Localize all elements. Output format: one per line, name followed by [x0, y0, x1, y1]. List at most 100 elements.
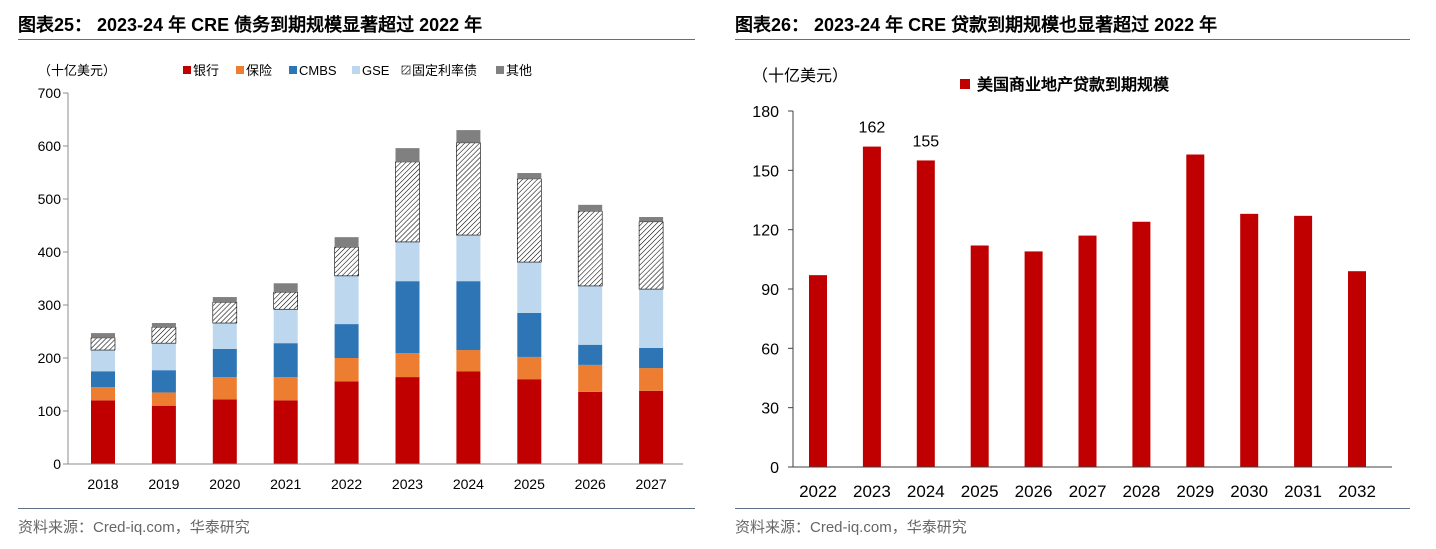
- bar-2020-series-4: [212, 302, 238, 324]
- bar-2030-series-0: [1240, 213, 1259, 467]
- bar-2023-series-5: [395, 148, 420, 162]
- y-tick-label-100: 100: [38, 403, 62, 419]
- x-tick-label-2022: 2022: [799, 482, 837, 501]
- bar-2024-series-5: [456, 130, 481, 143]
- legend-label-5: 其他: [506, 63, 532, 78]
- bar-2019-series-0: [151, 405, 176, 464]
- x-tick-label-2023: 2023: [392, 476, 423, 492]
- bar-2029-series-0: [1186, 154, 1205, 467]
- bar-2028-series-0: [1132, 221, 1151, 467]
- footer-rule: [18, 508, 695, 509]
- bar-2025-series-2: [517, 312, 542, 357]
- legend-label-3: GSE: [362, 63, 390, 78]
- data-label-2023: 162: [859, 120, 886, 137]
- bar-2027-series-1: [639, 368, 664, 391]
- cre-debt-maturity-stacked-bar-chart: （十亿美元） 2018 2019 2020 2021 2022 2023 2024 2025 2…: [38, 63, 683, 492]
- y-tick-label-0: 0: [53, 456, 61, 472]
- x-tick-label-2030: 2030: [1230, 482, 1268, 501]
- bar-2026-series-5: [578, 204, 603, 212]
- bar-2021-series-3: [273, 309, 298, 344]
- legend-label-4: 固定利率债: [412, 63, 477, 78]
- y-tick-label-180: 180: [752, 104, 779, 121]
- bar-2022-series-4: [334, 246, 359, 277]
- bar-2026-series-2: [578, 344, 603, 365]
- title-rule: [735, 39, 1410, 40]
- footer-rule: [735, 508, 1410, 509]
- legend-label-1: 保险: [246, 63, 272, 78]
- bar-2022-series-0: [334, 381, 359, 464]
- bar-2024-series-2: [456, 281, 481, 351]
- bar-2020-series-5: [212, 297, 237, 303]
- y-tick-label-30: 30: [761, 401, 779, 418]
- x-tick-label-2025: 2025: [514, 476, 545, 492]
- figure-26-panel: 图表26： 2023-24 年 CRE 贷款到期规模也显著超过 2022 年 （…: [735, 0, 1410, 549]
- x-tick-label-2027: 2027: [636, 476, 667, 492]
- bar-2027-series-2: [639, 347, 664, 369]
- bar-2022-series-2: [334, 324, 359, 358]
- x-tick-label-2019: 2019: [148, 476, 179, 492]
- bar-2024-series-0: [456, 371, 481, 464]
- figure-title: 图表25： 2023-24 年 CRE 债务到期规模显著超过 2022 年: [18, 15, 483, 35]
- y-tick-label-0: 0: [770, 460, 779, 477]
- bar-2032-series-0: [1348, 271, 1366, 467]
- unit-label: （十亿美元）: [38, 63, 116, 78]
- x-tick-label-2018: 2018: [87, 476, 118, 492]
- unit-label: （十亿美元）: [752, 67, 848, 85]
- bar-2026-series-4: [577, 210, 603, 287]
- bar-2024-series-0: [916, 160, 935, 467]
- bar-2023-series-0: [395, 377, 420, 464]
- x-tick-label-2024: 2024: [453, 476, 484, 492]
- x-tick-label-2026: 2026: [575, 476, 606, 492]
- bar-2018-series-1: [91, 387, 115, 401]
- bar-2018-series-4: [90, 337, 116, 351]
- bar-2021-series-5: [273, 283, 298, 293]
- legend-label-0: 银行: [193, 63, 219, 78]
- bar-2026-series-1: [578, 364, 603, 392]
- y-tick-label-600: 600: [38, 138, 62, 154]
- x-tick-label-2022: 2022: [331, 476, 362, 492]
- figure-title: 图表26： 2023-24 年 CRE 贷款到期规模也显著超过 2022 年: [735, 15, 1218, 35]
- bar-2023-series-2: [395, 281, 420, 354]
- y-tick-label-90: 90: [761, 282, 779, 299]
- x-tick-label-2025: 2025: [961, 482, 999, 501]
- bar-2027-series-0: [1078, 235, 1097, 467]
- x-tick-label-2031: 2031: [1284, 482, 1322, 501]
- bar-2020-series-1: [212, 377, 237, 400]
- bar-2031-series-0: [1294, 215, 1313, 467]
- legend-swatch-0: [183, 66, 191, 74]
- bar-2019-series-1: [151, 392, 176, 406]
- bar-2025-series-1: [517, 356, 542, 380]
- x-tick-label-2028: 2028: [1122, 482, 1160, 501]
- bar-2022-series-3: [334, 275, 359, 325]
- bar-2018-series-0: [91, 400, 115, 464]
- bar-2024-series-1: [456, 350, 481, 372]
- bar-2022-series-1: [334, 358, 359, 382]
- legend-label-0: 美国商业地产贷款到期规模: [977, 75, 1170, 94]
- y-tick-label-60: 60: [761, 341, 779, 358]
- bar-2019-series-4: [151, 326, 177, 344]
- y-tick-label-120: 120: [752, 223, 779, 240]
- bar-2018-series-2: [91, 371, 115, 388]
- x-tick-label-2026: 2026: [1015, 482, 1053, 501]
- x-tick-label-2023: 2023: [853, 482, 891, 501]
- cre-loan-maturity-bar-chart: （十亿美元） 2022 2023 2024 2025 2026 2027 2028 2029 2…: [752, 67, 1392, 501]
- bar-2021-series-4: [273, 291, 298, 310]
- y-tick-label-150: 150: [752, 163, 779, 180]
- bar-2027-series-0: [639, 390, 664, 464]
- bar-2023-series-0: [862, 146, 881, 467]
- x-tick-label-2032: 2032: [1338, 482, 1376, 501]
- y-tick-label-200: 200: [38, 350, 62, 366]
- legend-swatch-1: [236, 66, 244, 74]
- legend-swatch-5: [496, 66, 504, 74]
- bar-2027-series-3: [639, 289, 664, 348]
- x-tick-label-2020: 2020: [209, 476, 240, 492]
- bar-2026-series-3: [578, 285, 603, 345]
- bar-2020-series-0: [212, 399, 237, 464]
- bar-2026-series-0: [578, 391, 603, 464]
- legend-swatch-0: [960, 79, 970, 89]
- bar-2020-series-3: [212, 323, 237, 349]
- bar-2019-series-2: [151, 370, 176, 393]
- bar-2023-series-1: [395, 353, 420, 378]
- bar-2026-series-0: [1024, 251, 1043, 467]
- bar-2022-series-5: [334, 237, 359, 248]
